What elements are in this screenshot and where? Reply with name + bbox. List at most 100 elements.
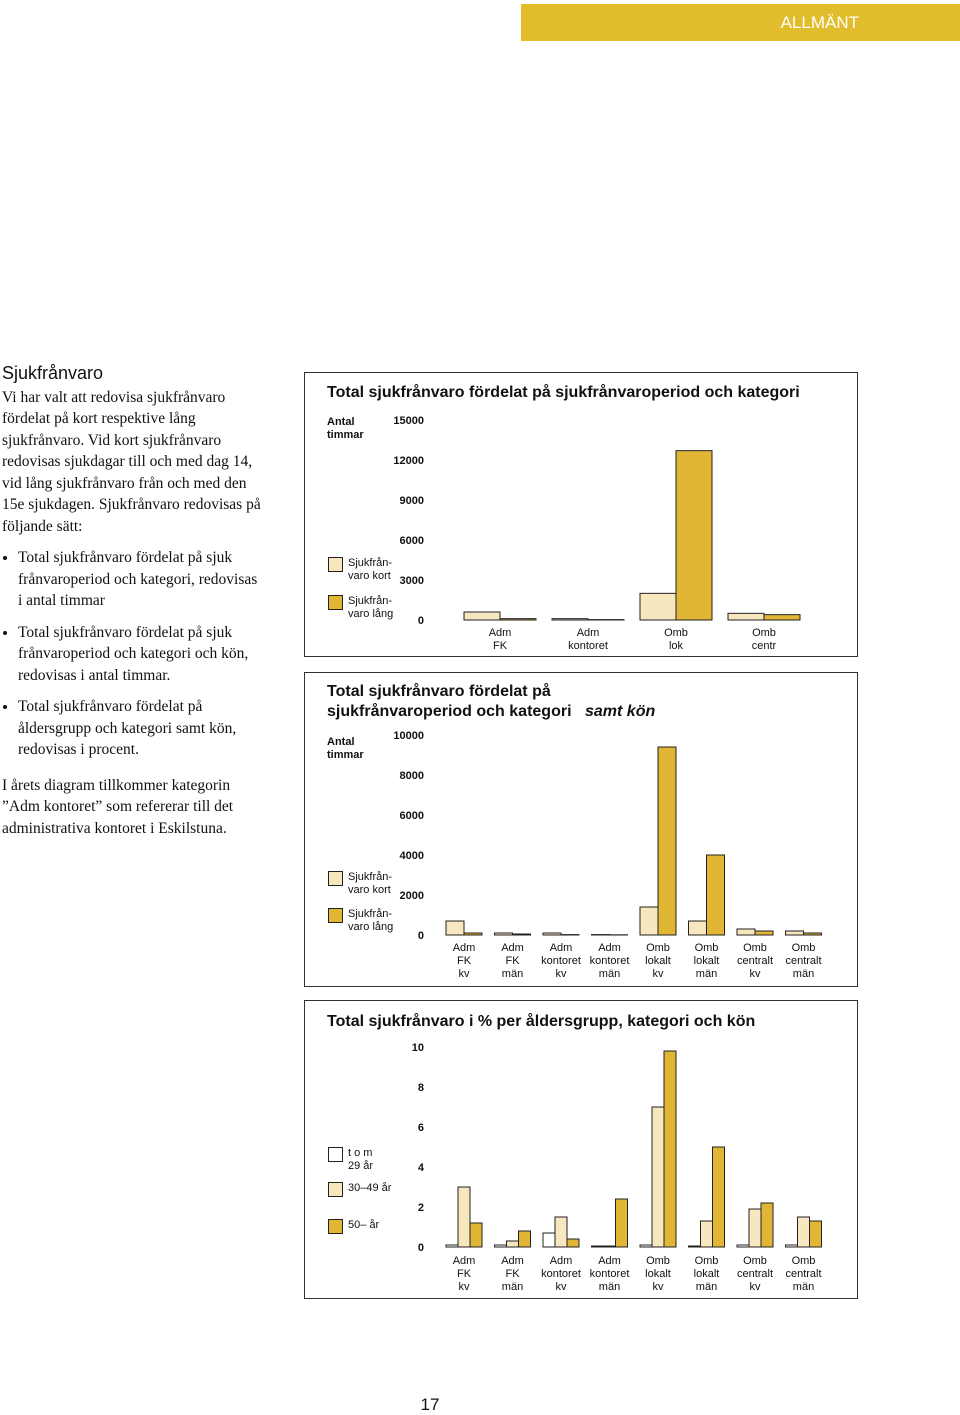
legend-label: varo kort [348,570,391,582]
bar [785,1244,798,1248]
bar [706,854,725,936]
y-tick-label: 2 [418,1202,424,1214]
x-tick-label: Adm [598,942,621,954]
legend-swatch [328,1182,343,1197]
bar [809,1220,822,1248]
x-tick-label: kontoret [568,640,608,652]
section-title: Sjukfrånvaro [2,363,104,383]
x-tick-label: centr [752,640,777,652]
chart-frame [304,372,858,657]
legend-label: varo lång [348,921,393,933]
x-tick-label: Adm [489,627,512,639]
bar [615,1198,628,1248]
bar [700,1220,713,1248]
y-tick-label: 0 [418,930,424,942]
chart-frame [304,672,858,987]
bar [639,906,659,936]
bar [445,1244,459,1248]
legend-swatch [328,595,343,610]
x-tick-label: män [502,1281,523,1293]
y-tick-label: 10000 [393,730,424,742]
page-number: 17 [420,1395,440,1414]
legend-label: 50– år [348,1219,380,1231]
legend-label: varo lång [348,608,393,620]
x-tick-label: Adm [453,1255,476,1267]
legend-swatch [328,1147,343,1162]
y-axis-label: Antal [327,416,355,428]
x-tick-label: FK [505,1268,520,1280]
x-tick-label: kontoret [541,1268,581,1280]
x-tick-label: Adm [577,627,600,639]
bar [663,1050,677,1248]
bar [760,1202,774,1248]
bar [542,1232,556,1248]
x-tick-label: män [696,1281,717,1293]
header-label: ALLMÄNT [780,13,859,32]
legend-label: 29 år [348,1160,373,1172]
x-tick-label: Omb [695,1255,719,1267]
y-axis-label: timmar [327,749,364,761]
x-tick-label: Omb [743,942,767,954]
y-tick-label: 10 [412,1042,424,1054]
y-tick-label: 9000 [400,495,424,507]
bar [463,932,483,936]
x-tick-label: Omb [664,627,688,639]
bar [803,932,822,936]
x-tick-label: centralt [785,955,821,967]
legend-swatch [328,871,343,886]
chart-title: Total sjukfrånvaro i % per åldersgrupp, … [327,1012,755,1030]
bar [445,920,465,936]
x-tick-label: män [793,968,814,980]
x-tick-label: Adm [501,942,524,954]
x-tick-label: Omb [646,942,670,954]
bar [566,1238,580,1248]
legend-label: varo kort [348,884,391,896]
x-tick-label: centralt [785,1268,821,1280]
bar [675,450,713,621]
chart-frame [304,1000,858,1299]
bar [494,1244,507,1248]
legend-label: 30–49 år [348,1182,392,1194]
x-tick-label: centralt [737,1268,773,1280]
y-tick-label: 2000 [400,890,424,902]
bar [748,1208,762,1248]
legend-label: Sjukfrån- [348,908,392,920]
bar [688,1245,701,1248]
y-axis-label: timmar [327,429,364,441]
x-tick-label: FK [457,955,472,967]
bullet: Total sjukfrånvaro fördelat på sjuk från… [18,547,264,612]
y-tick-label: 0 [418,1242,424,1254]
x-tick-label: män [599,968,620,980]
x-tick-label: centralt [737,955,773,967]
y-tick-label: 4000 [400,850,424,862]
x-tick-label: Adm [598,1255,621,1267]
bar [551,618,589,621]
bar [512,933,531,936]
header-band: ALLMÄNT [521,4,960,41]
x-tick-label: kv [653,968,665,980]
legend-label: t o m [348,1147,372,1159]
bar [736,1244,750,1248]
bar [457,1186,471,1248]
x-tick-label: lokalt [645,955,671,967]
bar [469,1222,483,1248]
x-tick-label: kv [459,968,471,980]
bar [727,612,765,621]
y-tick-label: 12000 [393,455,424,467]
x-tick-label: män [793,1281,814,1293]
x-tick-label: kv [750,1281,762,1293]
bar [712,1146,725,1248]
x-tick-label: Adm [501,1255,524,1267]
chart-title: Total sjukfrånvaro fördelat på sjukfrånv… [327,383,800,401]
outro: I årets diagram tillkommer kategorin ”Ad… [2,776,234,837]
x-tick-label: kontoret [541,955,581,967]
y-tick-label: 6000 [400,810,424,822]
intro: Vi har valt att redovisa sjukfrånvaro fö… [2,388,261,535]
x-tick-label: kontoret [590,1268,630,1280]
bar [785,930,804,936]
x-tick-label: Omb [792,1255,816,1267]
bar [754,930,774,936]
bar [554,1216,568,1248]
